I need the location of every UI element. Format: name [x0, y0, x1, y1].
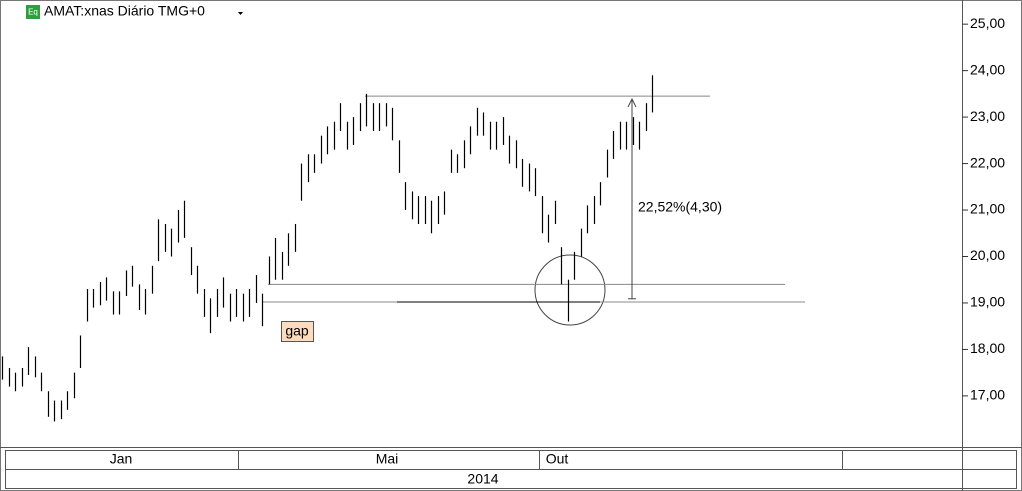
gap-box: [281, 321, 314, 342]
x-period-label: Out: [546, 451, 569, 467]
measure-label: 22,52%(4,30): [638, 199, 722, 215]
highlight-circle: [534, 254, 606, 326]
y-tick-label: 21,00: [970, 201, 1005, 217]
x-period-label: Mai: [376, 451, 399, 467]
measure-arrow: [627, 97, 637, 108]
instrument-icon-text: Eq: [28, 8, 38, 17]
y-tick-label: 19,00: [970, 294, 1005, 310]
year-row: [5, 469, 1017, 489]
x-year-label: 2014: [467, 471, 498, 487]
y-tick-label: 17,00: [970, 387, 1005, 403]
title-dropdown[interactable]: [238, 12, 243, 15]
y-tick-label: 23,00: [970, 108, 1005, 124]
gap-label: gap: [285, 323, 309, 339]
y-tick-label: 22,00: [970, 154, 1005, 170]
y-tick-label: 20,00: [970, 247, 1005, 263]
y-tick-label: 25,00: [970, 15, 1005, 31]
chart-title: AMAT:xnas Diário TMG+0: [44, 3, 205, 19]
x-period-label: Jan: [110, 451, 133, 467]
y-tick-label: 18,00: [970, 340, 1005, 356]
y-tick-label: 24,00: [970, 61, 1005, 77]
instrument-icon: [26, 5, 40, 19]
